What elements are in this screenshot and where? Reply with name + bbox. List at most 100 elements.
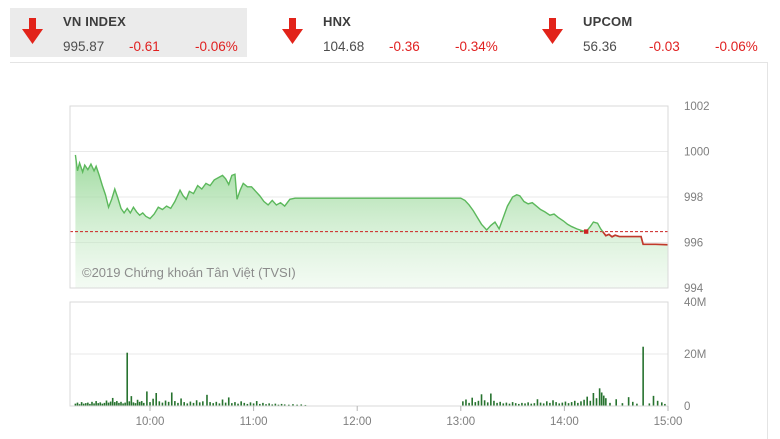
volume-bar (134, 403, 137, 406)
volume-bar (218, 403, 221, 406)
volume-bar (605, 398, 607, 406)
down-arrow-icon (20, 18, 45, 45)
index-change: -0.36 (389, 39, 420, 54)
volume-bar (231, 403, 233, 406)
volume-bar (224, 402, 227, 406)
price-line-down (602, 231, 669, 246)
ticker-upcom[interactable]: UPCOM 56.36 -0.03 -0.06% (530, 8, 767, 57)
volume-bar (539, 402, 542, 406)
down-arrow-icon (540, 18, 565, 45)
volume-bar (158, 401, 161, 406)
volume-bar (648, 403, 651, 406)
volume-bar (636, 403, 638, 406)
volume-bar (105, 400, 108, 406)
svg-text:13:00: 13:00 (446, 416, 475, 428)
volume-bar (602, 395, 605, 406)
index-change: -0.61 (129, 39, 160, 54)
volume-bar (209, 402, 211, 406)
volume-bar (186, 403, 189, 406)
volume-bar (300, 404, 303, 406)
volume-bar (524, 403, 526, 406)
volume-bar (84, 403, 87, 406)
volume-bar (527, 402, 529, 406)
volume-bar (508, 403, 511, 406)
volume-bar (600, 392, 603, 406)
svg-text:40M: 40M (684, 297, 706, 309)
volume-bar (177, 402, 179, 406)
volume-bar (296, 404, 298, 406)
svg-text:994: 994 (684, 283, 704, 295)
volume-bar (660, 402, 663, 406)
volume-bar (146, 391, 148, 406)
volume-bar (255, 401, 258, 406)
volume-bar (598, 388, 601, 406)
volume-bar (486, 402, 489, 406)
volume-bar (280, 403, 283, 406)
volume-bar (76, 402, 79, 406)
ticker-vn-index[interactable]: VN INDEX 995.87 -0.61 -0.06% (10, 8, 247, 57)
volume-bar (120, 401, 122, 406)
volume-bar (136, 399, 139, 406)
volume-bar (499, 401, 501, 406)
volume-bar (118, 402, 120, 406)
volume-bar (212, 403, 214, 406)
index-name: HNX (323, 14, 352, 29)
volume-bar (170, 392, 173, 406)
volume-bar (268, 403, 270, 406)
touch-marker (583, 229, 589, 234)
volume-bar (174, 401, 176, 406)
volume-bar (122, 403, 124, 406)
volume-bar (274, 403, 277, 406)
volume-bar (89, 403, 91, 406)
volume-bar (149, 402, 151, 406)
volume-bar (530, 403, 533, 406)
volume-bar (573, 400, 576, 406)
volume-bar (107, 402, 110, 406)
volume-bar (109, 401, 112, 406)
volume-bar (142, 402, 145, 406)
svg-text:11:00: 11:00 (240, 416, 268, 428)
volume-bar (93, 403, 95, 406)
volume-bar (558, 403, 561, 406)
volume-bar (288, 404, 290, 406)
volume-bar (116, 401, 118, 406)
volume-bar (656, 400, 659, 406)
volume-bar (609, 402, 611, 406)
volume-bar (493, 400, 495, 406)
volume-bar (183, 402, 185, 406)
volume-bar (167, 401, 170, 406)
volume-bar (555, 402, 557, 406)
index-change-pct: -0.34% (455, 39, 498, 54)
volume-bar (240, 401, 242, 406)
volume-bar (91, 401, 93, 406)
volume-bar (87, 402, 89, 406)
volume-bar (161, 402, 164, 406)
volume-bar (82, 403, 85, 406)
volume-bar (152, 398, 154, 406)
volume-chart: 40M 20M 0 (69, 297, 706, 413)
volume-bar (206, 394, 208, 406)
down-arrow-icon (280, 18, 305, 45)
volume-bar (570, 402, 573, 406)
svg-text:12:00: 12:00 (343, 416, 372, 428)
index-change-pct: -0.06% (715, 39, 758, 54)
volume-bar (521, 402, 523, 406)
index-change-pct: -0.06% (195, 39, 238, 54)
volume-bar (103, 402, 106, 406)
volume-bar (542, 403, 545, 406)
volume-bar (652, 395, 655, 406)
volume-bar (192, 402, 195, 406)
volume-bar (595, 398, 598, 406)
volume-bar (586, 396, 588, 406)
volume-bar (549, 402, 551, 406)
volume-bar (189, 401, 192, 406)
volume-bar (262, 402, 264, 406)
svg-text:15:00: 15:00 (654, 416, 683, 428)
volume-bar (271, 404, 274, 406)
volume-bar (249, 402, 252, 406)
volume-bar (234, 402, 236, 406)
volume-bar (246, 403, 249, 406)
volume-bar (78, 404, 81, 406)
ticker-hnx[interactable]: HNX 104.68 -0.36 -0.34% (270, 8, 507, 57)
x-axis: 10:00 11:00 12:00 13:00 14:00 15:00 (136, 406, 683, 428)
